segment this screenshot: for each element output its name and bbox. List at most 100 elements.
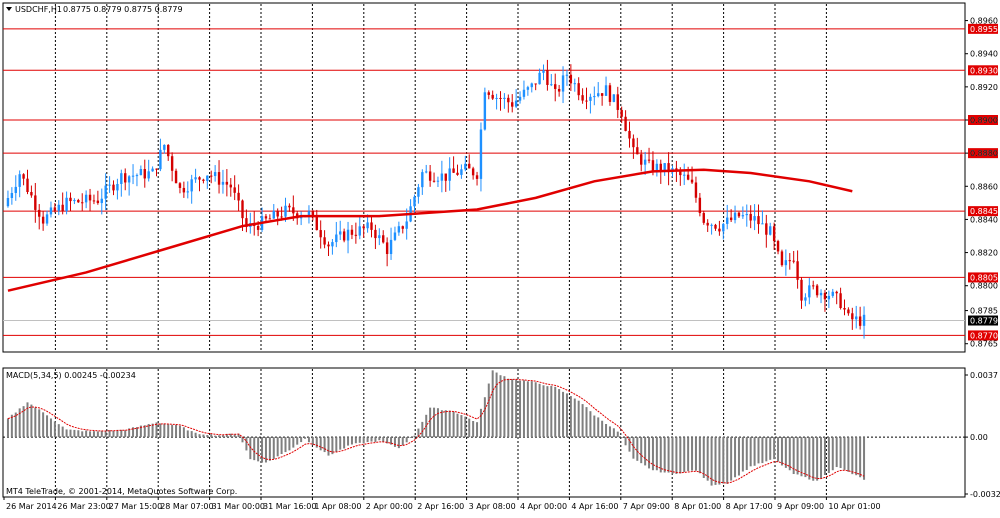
copyright-text: MT4 TeleTrade, © 2001-2014, MetaQuotes S… [6,487,237,496]
macd-bar [562,391,565,438]
macd-bar [476,422,479,438]
macd-bar [53,421,56,438]
macd-bar [257,437,260,462]
macd-bar [272,437,275,459]
candle-body [34,195,37,210]
macd-bar [206,435,209,438]
axes: 0.8960 0.8940 0.8920 0.8900 0.8880 0.8860 0.88… [3,17,1000,511]
macd-bar [507,378,510,438]
candle-body [663,163,666,172]
candle-body [397,226,401,233]
candle-body [276,210,279,217]
candle-body [831,291,834,296]
macd-bar [827,437,830,474]
candle-body [690,179,694,183]
level-price-label: 0.8955 [970,25,998,34]
level-price-label: 0.8930 [970,66,998,75]
macd-bar [210,434,213,438]
macd-bar [737,437,740,476]
chart-menu-triangle-icon[interactable] [6,7,12,11]
candle-body [116,183,119,191]
candle-body [448,168,451,181]
macd-bar [612,428,615,438]
macd-bar [112,430,115,438]
level-price-label: 0.8845 [970,207,998,216]
candle-body [425,171,428,173]
level-price-box [968,65,998,76]
candle-body [729,217,733,221]
x-tick-label: 26 Mar 2014 [6,502,57,511]
macd-bar [413,435,416,438]
macd-bar [601,420,604,438]
macd-bar [804,437,807,478]
candle-body [843,308,846,310]
candle-body [444,173,447,181]
macd-bar [405,437,408,443]
macd-bar [30,404,33,438]
macd-bar [433,407,436,438]
macd-bar [264,437,267,463]
candle-body [573,83,576,85]
macd-y-tick-label: 0.00 [970,433,988,442]
candle-body [487,92,490,95]
macd-bar [6,418,9,438]
macd-bar [706,437,709,481]
macd-bar [327,437,330,456]
candle-body [225,181,229,185]
macd-histogram [3,370,965,486]
candle-body [733,212,737,221]
candle-body [241,200,244,219]
macd-bar [843,437,846,470]
candle-body [280,216,283,218]
candle-body [342,231,346,241]
level-price-label: 0.8805 [970,273,998,282]
macd-bar [315,437,318,448]
macd-bar [417,428,420,438]
candle-body [604,85,608,96]
candle-body [339,231,342,235]
current-price-box [968,315,998,326]
macd-bar [745,437,748,470]
macd-bar [698,437,701,474]
candle-body [428,171,432,181]
macd-bar [167,424,170,438]
candle-body [382,235,385,243]
horizontal-levels[interactable]: 0.8955 0.8930 0.8900 0.8880 0.8845 0.8805 0.87… [3,23,998,341]
candle-body [26,178,29,193]
macd-bar [722,437,725,484]
candle-body [581,95,584,101]
candle-body [178,183,182,188]
current-price-label: 0.8779 [970,317,998,326]
macd-bar [718,437,721,485]
candle-body [862,314,866,326]
candle-body [561,75,565,92]
candle-body [30,192,33,196]
macd-bar [851,437,854,475]
macd-bar [221,435,224,438]
macd-bar [534,382,537,438]
macd-bar [335,437,338,452]
candle-body [135,175,139,177]
candle-body [546,70,549,85]
candle-body [284,205,287,217]
candle-body [479,129,483,179]
main-chart-frame [2,2,966,353]
candle-body [245,218,248,227]
macd-bar [835,437,838,468]
macd-bar [370,437,373,442]
macd-bar [468,418,471,438]
moving-average [7,168,853,292]
macd-bar [46,415,49,438]
macd-bar [456,413,459,438]
candle-body [315,215,318,231]
macd-bar [89,431,92,438]
candle-body [585,100,588,102]
macd-bar [632,437,635,459]
candle-body [147,171,150,179]
macd-bar [628,437,631,452]
macd-bar [268,437,271,461]
macd-bar [366,437,369,443]
macd-bar [554,386,557,438]
